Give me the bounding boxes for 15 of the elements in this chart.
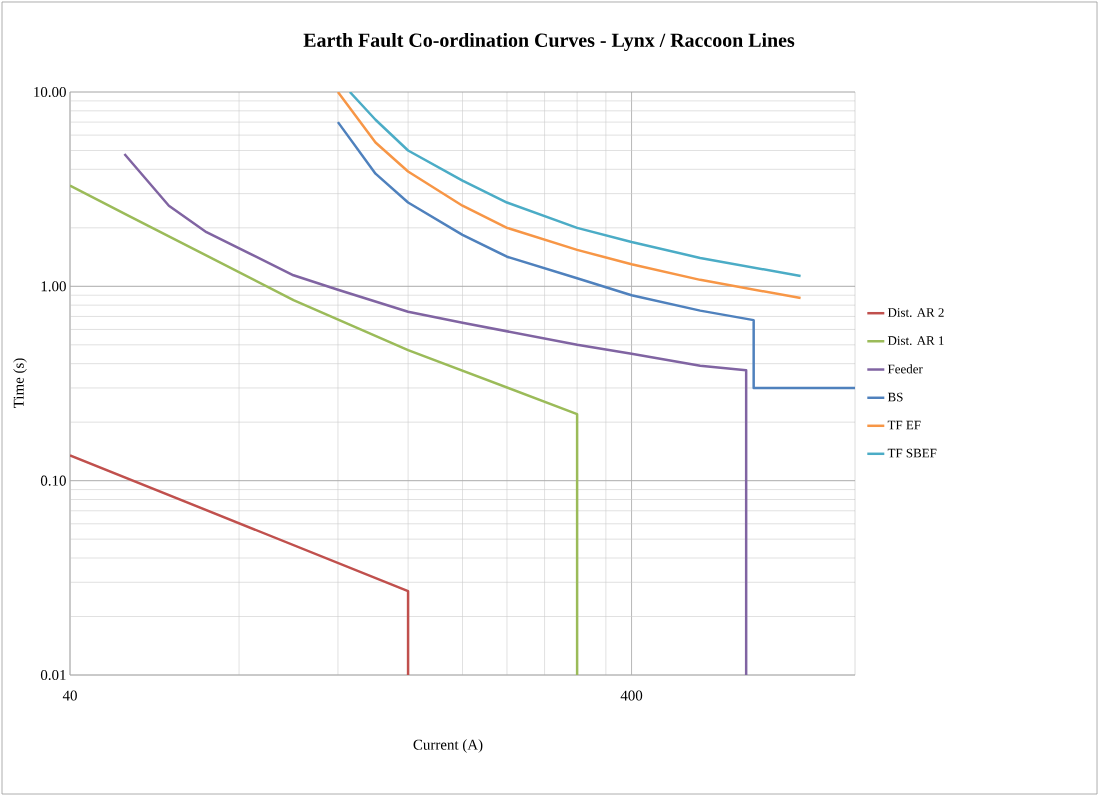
y-axis-title: Time (s) — [13, 358, 27, 408]
y-tick-label: 0.01 — [40, 669, 66, 681]
chart-title: Earth Fault Co-ordination Curves - Lynx / Raccoon Lines — [303, 32, 795, 52]
x-tick-label: 40 — [62, 690, 77, 701]
legend-label: TF EF — [887, 420, 921, 430]
y-tick-label: 1.00 — [41, 281, 66, 292]
legend-label: Feeder — [887, 364, 923, 374]
legend-label: Dist. AR 1 — [887, 336, 944, 345]
legend-label: BS — [887, 392, 903, 402]
y-tick-label: 10.00 — [34, 86, 66, 98]
legend-label: Dist. AR 2 — [887, 308, 944, 317]
y-tick-label: 0.10 — [40, 475, 66, 486]
x-tick-label: 400 — [620, 690, 643, 701]
x-axis-title: Current (A) — [413, 739, 483, 753]
legend-label: TF SBEF — [887, 448, 937, 458]
